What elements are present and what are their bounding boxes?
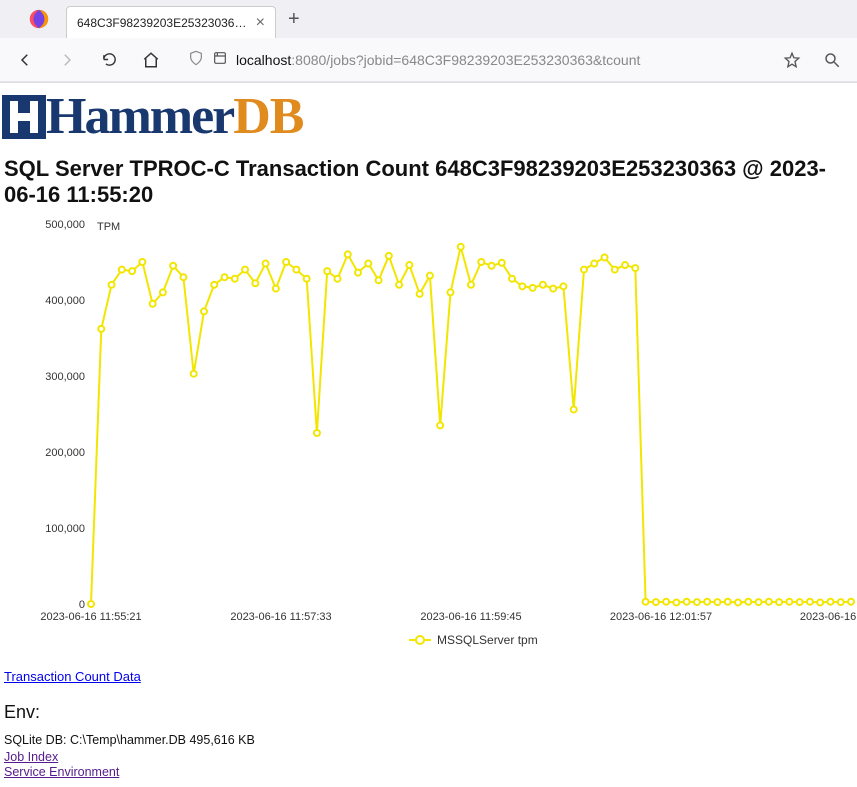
toolbar-right (777, 45, 847, 75)
close-icon[interactable]: × (256, 15, 265, 31)
new-tab-button[interactable]: + (282, 8, 306, 31)
svg-text:2023-06-16 12:04:09: 2023-06-16 12:04:09 (800, 611, 856, 623)
url-text: localhost:8080/jobs?jobid=648C3F98239203… (236, 52, 640, 68)
svg-text:TPM: TPM (97, 221, 120, 233)
browser-toolbar: localhost:8080/jobs?jobid=648C3F98239203… (0, 38, 857, 82)
env-heading: Env: (4, 702, 855, 723)
transaction-count-data-link[interactable]: Transaction Count Data (4, 669, 141, 684)
browser-tab[interactable]: 648C3F98239203E253230363 Transac × (66, 6, 276, 38)
firefox-icon (26, 6, 52, 32)
logo-hammer-text: Hammer (46, 87, 233, 146)
sqlite-db-line: SQLite DB: C:\Temp\hammer.DB 495,616 KB (4, 733, 853, 747)
svg-text:500,000: 500,000 (45, 219, 85, 231)
url-path: :8080/jobs?jobid=648C3F98239203E25323036… (291, 52, 640, 68)
forward-button[interactable] (52, 45, 82, 75)
tab-bar: 648C3F98239203E253230363 Transac × + (0, 0, 857, 38)
page-content: HammerDB SQL Server TPROC-C Transaction … (0, 83, 857, 787)
tpm-chart: TPM 0 100,000 200,000 300,000 400,000 500,000 2… (2, 216, 855, 663)
reload-button[interactable] (94, 45, 124, 75)
svg-text:400,000: 400,000 (45, 295, 85, 307)
service-environment-link[interactable]: Service Environment (4, 765, 119, 779)
url-host: localhost (236, 52, 291, 68)
page-title: SQL Server TPROC-C Transaction Count 648… (2, 152, 855, 216)
svg-text:2023-06-16 11:57:33: 2023-06-16 11:57:33 (230, 611, 331, 623)
svg-text:2023-06-16 12:01:57: 2023-06-16 12:01:57 (610, 611, 712, 623)
shield-icon (188, 50, 204, 69)
page-info-icon (212, 50, 228, 69)
svg-text:100,000: 100,000 (45, 523, 85, 535)
job-index-link[interactable]: Job Index (4, 750, 58, 764)
logo-db-text: DB (233, 87, 303, 146)
svg-text:0: 0 (79, 599, 85, 611)
search-icon[interactable] (817, 45, 847, 75)
svg-text:300,000: 300,000 (45, 371, 85, 383)
svg-text:2023-06-16 11:55:21: 2023-06-16 11:55:21 (40, 611, 141, 623)
browser-chrome: 648C3F98239203E253230363 Transac × + loc… (0, 0, 857, 83)
chart-svg: TPM 0 100,000 200,000 300,000 400,000 500,000 2… (6, 218, 856, 658)
tab-title: 648C3F98239203E253230363 Transac (77, 16, 248, 30)
svg-text:2023-06-16 11:59:45: 2023-06-16 11:59:45 (420, 611, 521, 623)
url-bar[interactable]: localhost:8080/jobs?jobid=648C3F98239203… (178, 46, 765, 73)
bookmark-star-icon[interactable] (777, 45, 807, 75)
svg-text:200,000: 200,000 (45, 447, 85, 459)
svg-text:MSSQLServer tpm: MSSQLServer tpm (437, 633, 538, 647)
home-button[interactable] (136, 45, 166, 75)
logo-h-icon (2, 95, 46, 139)
back-button[interactable] (10, 45, 40, 75)
hammerdb-logo: HammerDB (2, 83, 855, 152)
